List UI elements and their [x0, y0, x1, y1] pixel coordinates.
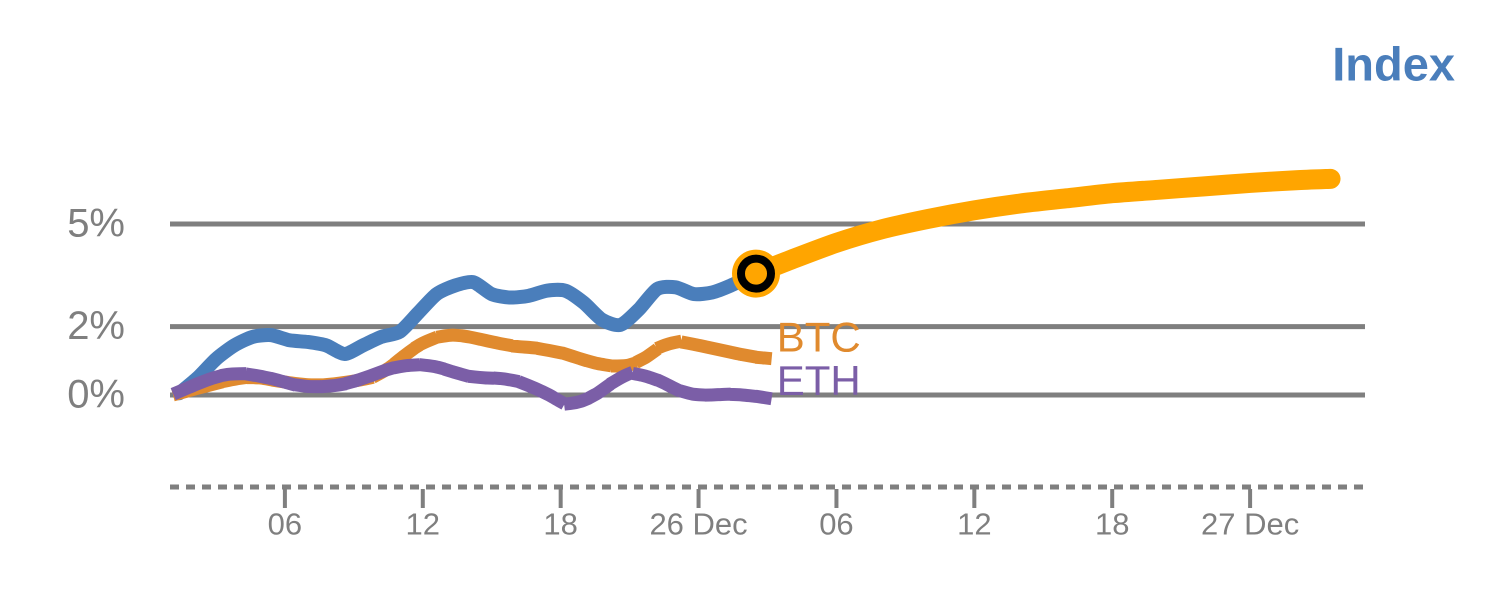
x-axis-ticks: [282, 489, 1253, 508]
x-axis-label-3: 26 Dec: [649, 506, 747, 541]
chart-title: Index: [1332, 37, 1455, 90]
x-axis-label-2: 18: [543, 506, 577, 541]
marker-ring[interactable]: [737, 254, 776, 293]
x-axis-label-6: 18: [1095, 506, 1129, 541]
x-axis-label-5: 12: [957, 506, 991, 541]
btc-label: BTC: [777, 313, 861, 360]
eth-label: ETH: [777, 357, 861, 404]
x-axis-label-0: 06: [268, 506, 302, 541]
forecast-start-marker[interactable]: [732, 249, 781, 298]
y-axis-labels: 0% 2% 5%: [67, 202, 125, 417]
y-axis-label-0: 0%: [67, 373, 125, 417]
y-axis-label-1: 2%: [67, 304, 125, 348]
x-axis-label-4: 06: [819, 506, 853, 541]
x-axis-labels: 06 12 18 26 Dec 06 12 18 27 Dec: [268, 506, 1300, 541]
series-line-eth: [170, 358, 773, 411]
series-line-index-history: [172, 266, 764, 401]
series-line-index-forecast: [746, 168, 1341, 284]
x-axis-label-1: 12: [406, 506, 440, 541]
data-series: [170, 168, 1341, 411]
y-axis-label-2: 5%: [67, 202, 125, 246]
gridlines: [170, 221, 1365, 398]
x-axis-label-7: 27 Dec: [1201, 506, 1299, 541]
